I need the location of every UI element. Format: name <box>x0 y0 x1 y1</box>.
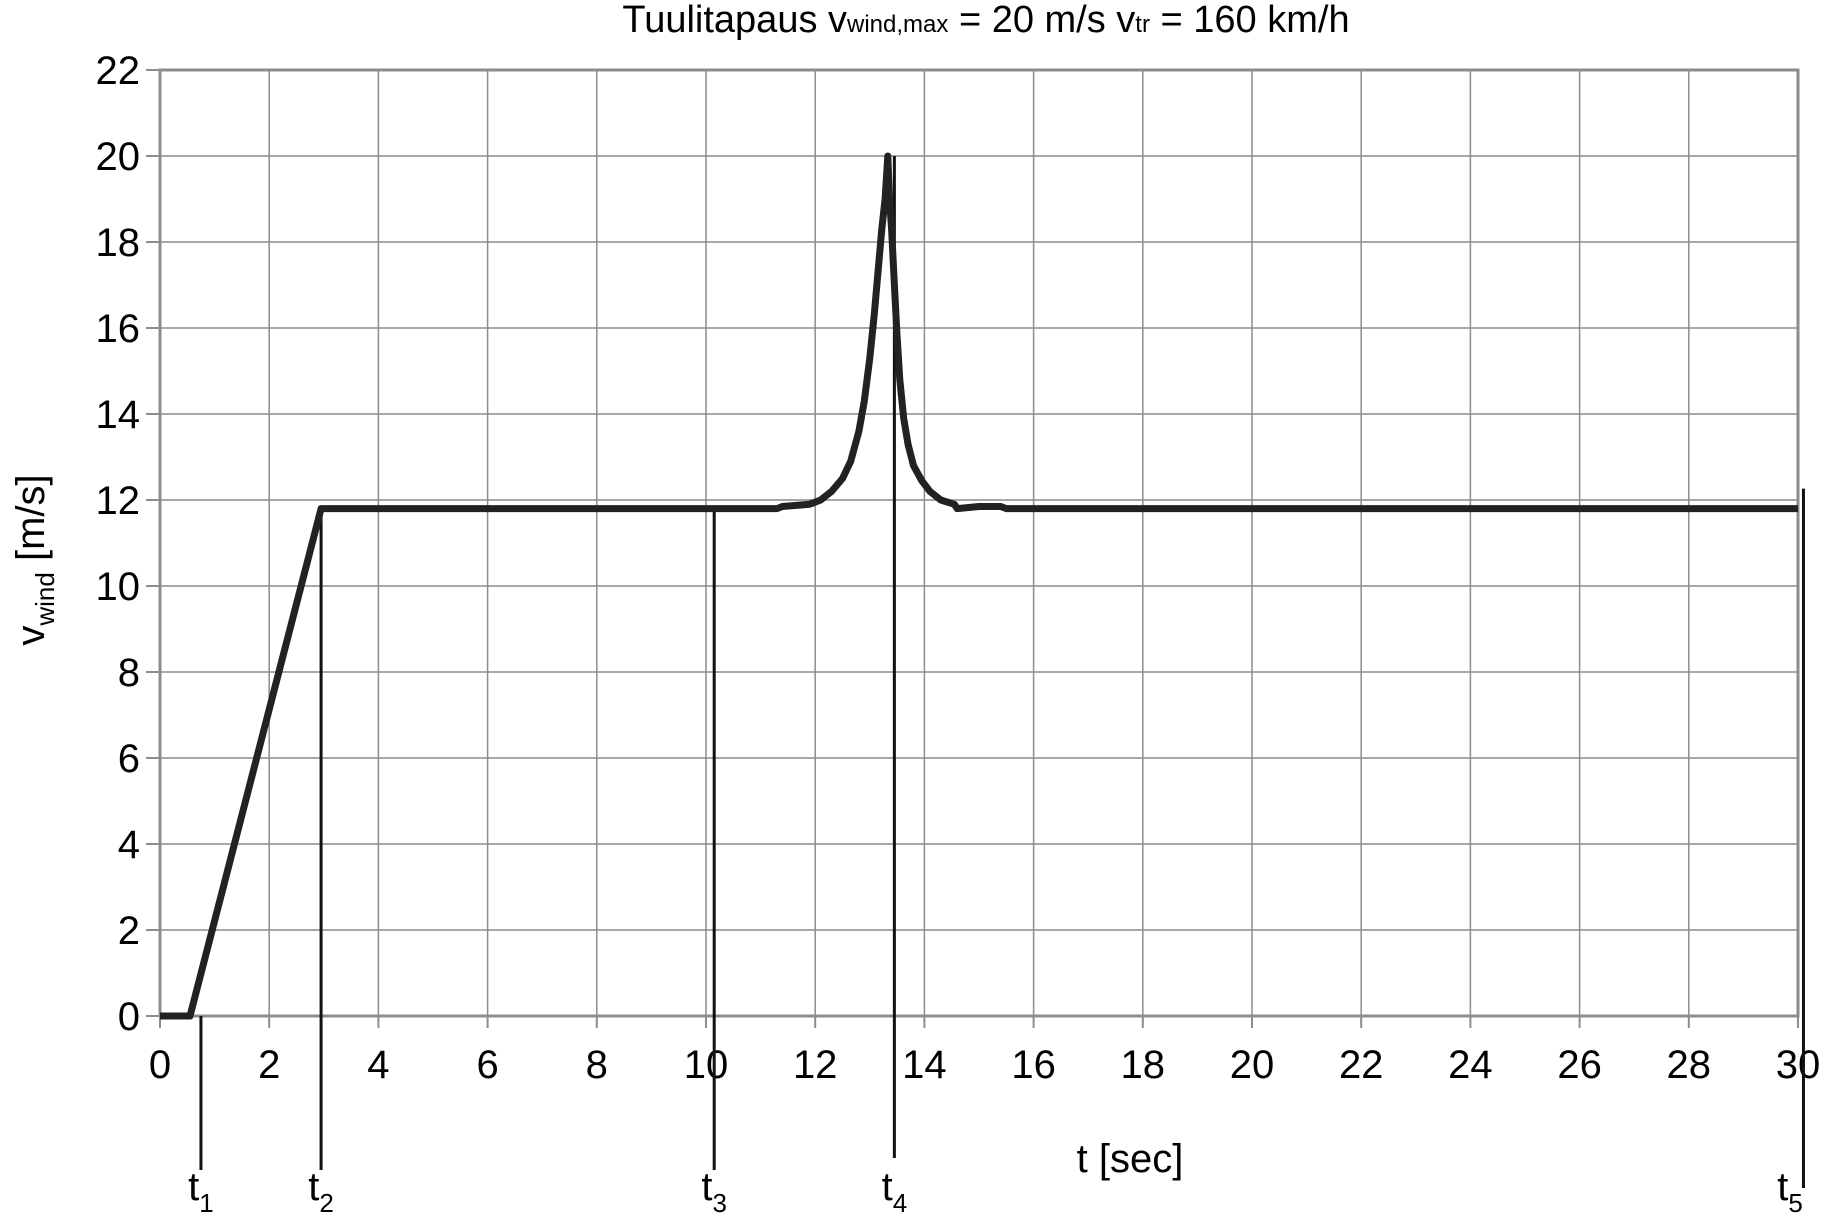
x-tick-label: 10 <box>684 1043 729 1087</box>
y-axis-label: vwind [m/s] <box>9 474 60 645</box>
plot-frame <box>158 68 1800 1018</box>
x-tick-label: 14 <box>902 1043 947 1087</box>
x-axis-label: t [sec] <box>1077 1137 1184 1181</box>
x-tick-label: 8 <box>586 1043 608 1087</box>
x-tick-label: 2 <box>258 1043 280 1087</box>
y-tick-label: 18 <box>96 221 141 265</box>
x-tick-label: 12 <box>793 1043 838 1087</box>
time-marker-label: t3 <box>701 1165 727 1218</box>
wind-speed-line <box>160 152 1798 1020</box>
x-tick-label: 6 <box>476 1043 498 1087</box>
y-tick-label: 12 <box>96 479 141 523</box>
time-marker-label: t2 <box>308 1165 334 1218</box>
y-tick-label: 14 <box>96 393 141 437</box>
time-marker-label: t5 <box>1777 1165 1803 1218</box>
x-tick-label: 24 <box>1448 1043 1493 1087</box>
time-marker-label: t1 <box>188 1165 214 1218</box>
y-tick-label: 0 <box>118 995 140 1039</box>
chart-title: Tuulitapaus vwind,max = 20 m/s vtr = 160… <box>622 0 1349 41</box>
x-tick-label: 30 <box>1776 1043 1821 1087</box>
grid <box>160 70 1798 1016</box>
y-tick-label: 6 <box>118 737 140 781</box>
time-marker-label: t4 <box>882 1165 908 1218</box>
y-tick-label: 4 <box>118 823 140 867</box>
x-tick-label: 20 <box>1230 1043 1275 1087</box>
y-tick-label: 16 <box>96 307 141 351</box>
x-tick-label: 16 <box>1011 1043 1056 1087</box>
y-tick-label: 22 <box>96 49 141 93</box>
x-tick-label: 28 <box>1667 1043 1712 1087</box>
x-tick-label: 22 <box>1339 1043 1384 1087</box>
x-tick-label: 0 <box>149 1043 171 1087</box>
y-tick-label: 2 <box>118 909 140 953</box>
y-ticks: 0 2 4 6 8 10 12 14 16 18 20 22 <box>96 49 160 1039</box>
x-tick-label: 26 <box>1557 1043 1602 1087</box>
y-tick-label: 10 <box>96 565 141 609</box>
x-tick-label: 4 <box>367 1043 389 1087</box>
x-tick-label: 18 <box>1121 1043 1166 1087</box>
x-ticks: 0 2 4 6 8 10 12 14 16 18 20 22 24 26 28 30 <box>149 1016 1820 1087</box>
y-tick-label: 20 <box>96 135 141 179</box>
y-tick-label: 8 <box>118 651 140 695</box>
